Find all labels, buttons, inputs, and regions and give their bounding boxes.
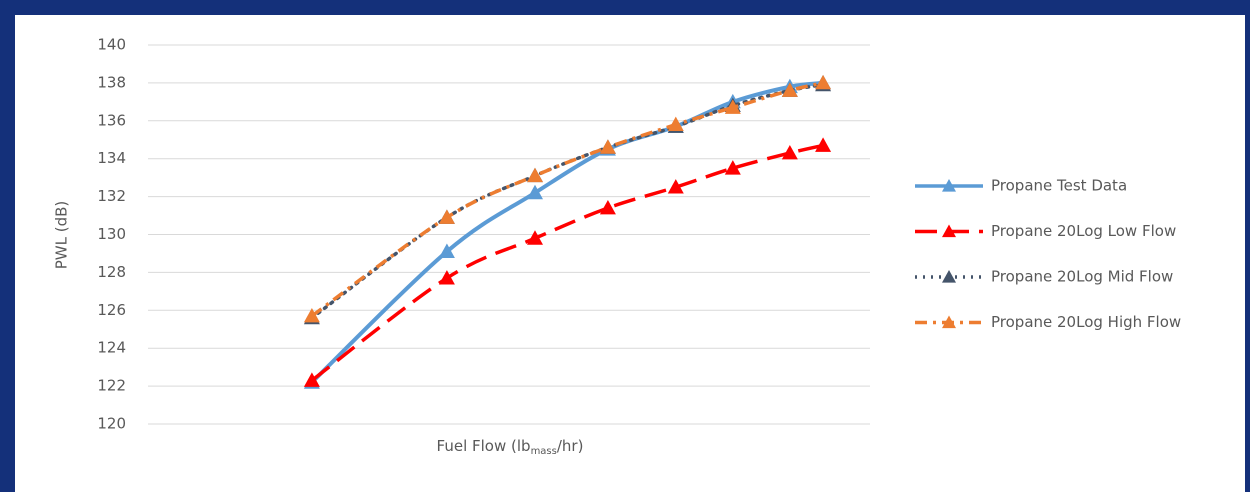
marker	[438, 209, 455, 224]
y-tick-label: 122	[97, 377, 126, 395]
marker	[724, 160, 741, 175]
marker	[781, 82, 798, 97]
y-tick-label: 130	[97, 225, 126, 243]
marker	[438, 243, 455, 258]
legend-marker	[942, 315, 956, 329]
x-axis-label-sub: mass	[531, 446, 557, 457]
y-axis-label: PWL (dB)	[53, 201, 71, 270]
series-line	[310, 81, 824, 318]
marker	[438, 270, 455, 285]
marker	[667, 116, 684, 131]
marker	[526, 167, 543, 183]
legend-marker	[942, 224, 956, 238]
series-line	[310, 143, 824, 382]
marker	[724, 99, 741, 114]
series-line	[310, 80, 824, 384]
x-axis-label: Fuel Flow (lbmass/hr)	[437, 437, 584, 458]
legend-label: Propane Test Data	[991, 177, 1127, 195]
slide-panel	[15, 15, 1245, 492]
y-tick-label: 124	[97, 339, 126, 357]
y-tick-label: 132	[97, 187, 126, 205]
y-tick-label: 128	[97, 263, 126, 281]
legend-label: Propane 20Log High Flow	[991, 313, 1181, 331]
y-tick-label: 134	[97, 149, 126, 167]
marker	[526, 184, 543, 200]
legend-marker	[942, 270, 956, 283]
marker	[303, 372, 320, 387]
marker	[781, 145, 798, 160]
y-tick-label: 138	[97, 73, 126, 91]
legend-label: Propane 20Log Low Flow	[991, 222, 1176, 240]
marker	[303, 307, 320, 323]
x-axis-label-text: Fuel Flow (lb	[437, 437, 531, 455]
x-axis-label-end: /hr)	[557, 437, 584, 455]
marker	[526, 230, 543, 245]
marker	[815, 74, 832, 90]
y-tick-label: 140	[97, 36, 126, 54]
legend-marker	[942, 179, 956, 192]
legend-label: Propane 20Log Mid Flow	[991, 268, 1173, 286]
y-tick-label: 136	[97, 111, 126, 129]
marker	[667, 179, 684, 194]
y-tick-label: 126	[97, 301, 126, 319]
series-line	[310, 83, 825, 320]
marker	[599, 139, 616, 154]
marker	[599, 199, 616, 215]
y-tick-label: 120	[97, 415, 126, 433]
marker	[815, 137, 832, 152]
